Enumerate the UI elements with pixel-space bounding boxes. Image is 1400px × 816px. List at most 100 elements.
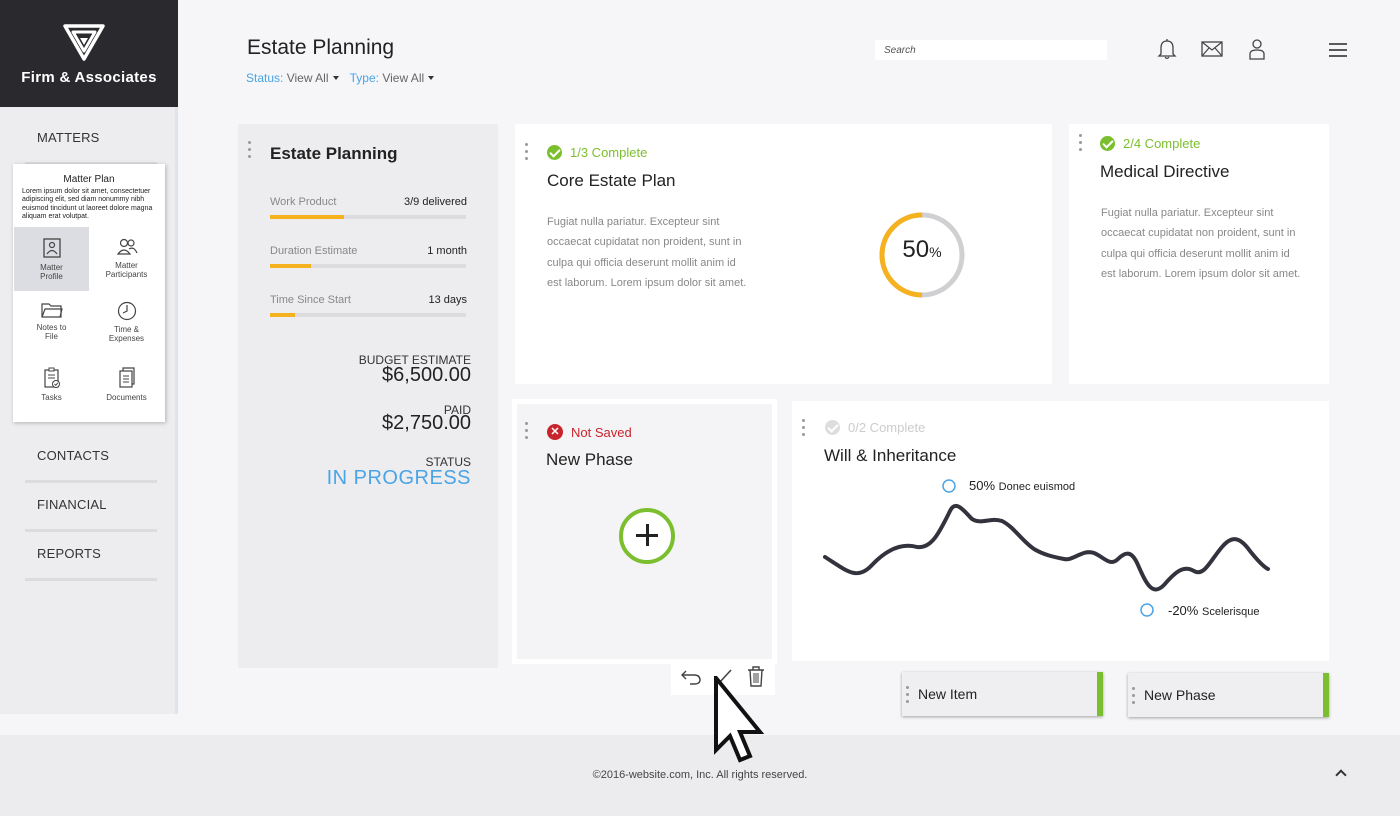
- page-title: Estate Planning: [247, 36, 395, 59]
- tile-label: Documents: [106, 393, 147, 402]
- documents-icon: [118, 367, 135, 388]
- phase-title: Medical Directive: [1100, 162, 1230, 181]
- low-point-marker: [1140, 603, 1154, 617]
- paid-value: $2,750.00: [382, 412, 471, 434]
- phase-card-core-estate-plan[interactable]: 1/3 Complete Core Estate Plan Fugiat nul…: [515, 124, 1052, 384]
- progress-ring-fill: [879, 212, 965, 298]
- folder-icon: [40, 303, 63, 318]
- sidebar: Firm & Associates MATTERS Matter Plan Lo…: [0, 0, 178, 714]
- tile-tasks[interactable]: Tasks: [14, 357, 89, 421]
- add-item-button[interactable]: [619, 508, 675, 564]
- metric-value: 13 days: [428, 294, 467, 306]
- drag-handle-icon[interactable]: [525, 143, 529, 164]
- completion-text: 1/3 Complete: [570, 145, 648, 160]
- filter-bar: Status: View All Type: View All: [246, 71, 442, 85]
- nav-item-contacts[interactable]: CONTACTS: [25, 448, 157, 483]
- progress-fill: [270, 264, 312, 268]
- high-point-annotation: 50% Donec euismod: [969, 478, 1075, 493]
- metric-label: Work Product: [270, 196, 337, 208]
- completion-status: 1/3 Complete: [547, 145, 647, 160]
- tile-matter-participants[interactable]: Matter Participants: [89, 227, 164, 291]
- nav-item-matters[interactable]: MATTERS: [25, 130, 157, 165]
- new-item-button[interactable]: New Item: [902, 672, 1103, 716]
- tile-matter-profile[interactable]: Matter Profile: [14, 227, 89, 291]
- error-circle-icon: ✕: [547, 424, 563, 440]
- tile-label: Notes to File: [36, 323, 67, 341]
- trash-icon[interactable]: [747, 666, 765, 688]
- low-point-label: Scelerisque: [1201, 606, 1260, 618]
- drag-handle-icon[interactable]: [248, 141, 252, 162]
- undo-icon[interactable]: [680, 668, 702, 686]
- drag-handle-icon: [906, 686, 910, 707]
- metric-value: 1 month: [427, 245, 467, 257]
- new-phase-editor: ✕ Not Saved New Phase: [512, 399, 777, 664]
- completion-text: 2/4 Complete: [1123, 136, 1201, 151]
- tile-time-expenses[interactable]: Time & Expenses: [89, 291, 164, 355]
- check-circle-icon: [825, 420, 840, 435]
- drag-handle-icon[interactable]: [525, 422, 529, 443]
- phase-description: Fugiat nulla pariatur. Excepteur sint oc…: [547, 216, 747, 290]
- drag-handle-icon[interactable]: [802, 419, 806, 440]
- high-point-label: Donec euismod: [998, 481, 1076, 493]
- trend-line-chart: [823, 479, 1270, 617]
- new-phase-card[interactable]: ✕ Not Saved New Phase: [517, 404, 772, 659]
- new-item-label: New Item: [918, 686, 978, 702]
- brand-header[interactable]: Firm & Associates: [0, 0, 178, 107]
- progress-unit: %: [929, 244, 942, 260]
- budget-label: BUDGET ESTIMATE: [358, 353, 471, 367]
- metric-label: Duration Estimate: [270, 245, 358, 257]
- search-input[interactable]: [875, 40, 1107, 60]
- completion-status: 2/4 Complete: [1100, 136, 1200, 151]
- tile-notes-to-file[interactable]: Notes to File: [14, 291, 89, 355]
- user-icon[interactable]: [1248, 38, 1266, 60]
- drag-handle-icon[interactable]: [1079, 134, 1083, 155]
- check-circle-icon: [1100, 136, 1115, 151]
- footer: ©2016-website.com, Inc. All rights reser…: [0, 735, 1400, 816]
- status-value: IN PROGRESS: [326, 467, 471, 489]
- metric-work-product: Work Product 3/9 delivered: [270, 196, 469, 219]
- brand-name: Firm & Associates: [21, 69, 157, 86]
- mouse-pointer-icon: [714, 676, 765, 763]
- tile-label: Tasks: [41, 393, 62, 402]
- phase-title: Core Estate Plan: [547, 171, 676, 190]
- progress-fill: [270, 215, 344, 219]
- phase-card-will-inheritance[interactable]: 0/2 Complete Will & Inheritance 50% Done…: [792, 401, 1329, 661]
- new-phase-label: New Phase: [1144, 687, 1216, 703]
- nav-item-financial[interactable]: FINANCIAL: [25, 497, 157, 532]
- tile-label: Matter Participants: [105, 261, 148, 279]
- menu-icon[interactable]: [1329, 42, 1347, 58]
- progress-fill: [270, 313, 296, 317]
- new-phase-button[interactable]: New Phase: [1128, 673, 1329, 717]
- completion-status: 0/2 Complete: [825, 420, 925, 435]
- type-filter-key: Type:: [349, 71, 379, 85]
- low-point-value: -20%: [1168, 603, 1199, 618]
- metric-label: Time Since Start: [270, 294, 351, 306]
- progress-ring: [879, 212, 965, 298]
- high-point-marker: [942, 479, 956, 493]
- tile-documents[interactable]: Documents: [89, 357, 164, 421]
- matter-summary-card: Estate Planning Work Product 3/9 deliver…: [238, 124, 498, 668]
- tasks-icon: [43, 367, 60, 388]
- progress-track: [270, 215, 466, 219]
- firm-logo-icon: [63, 24, 105, 61]
- clock-icon: [117, 301, 136, 321]
- participants-icon: [116, 238, 138, 255]
- phase-card-medical-directive[interactable]: 2/4 Complete Medical Directive Fugiat nu…: [1069, 124, 1329, 384]
- bell-icon[interactable]: [1157, 38, 1177, 60]
- status-filter[interactable]: Status: View All: [246, 71, 350, 85]
- paid-label: PAID: [443, 403, 471, 417]
- status-label: STATUS: [425, 455, 471, 469]
- caret-down-icon: [332, 75, 339, 80]
- completion-text: 0/2 Complete: [848, 420, 926, 435]
- accent-bar: [1323, 673, 1329, 717]
- caret-down-icon: [428, 75, 435, 80]
- phase-title: New Phase: [546, 450, 633, 469]
- progress-number: 50: [902, 236, 930, 263]
- tile-label: Matter Profile: [40, 263, 63, 281]
- mail-icon[interactable]: [1201, 41, 1223, 57]
- budget-value: $6,500.00: [382, 364, 471, 386]
- type-filter[interactable]: Type: View All: [350, 71, 443, 85]
- progress-percent: 50%: [877, 236, 967, 264]
- nav-item-reports[interactable]: REPORTS: [25, 546, 157, 581]
- check-circle-icon: [547, 145, 562, 160]
